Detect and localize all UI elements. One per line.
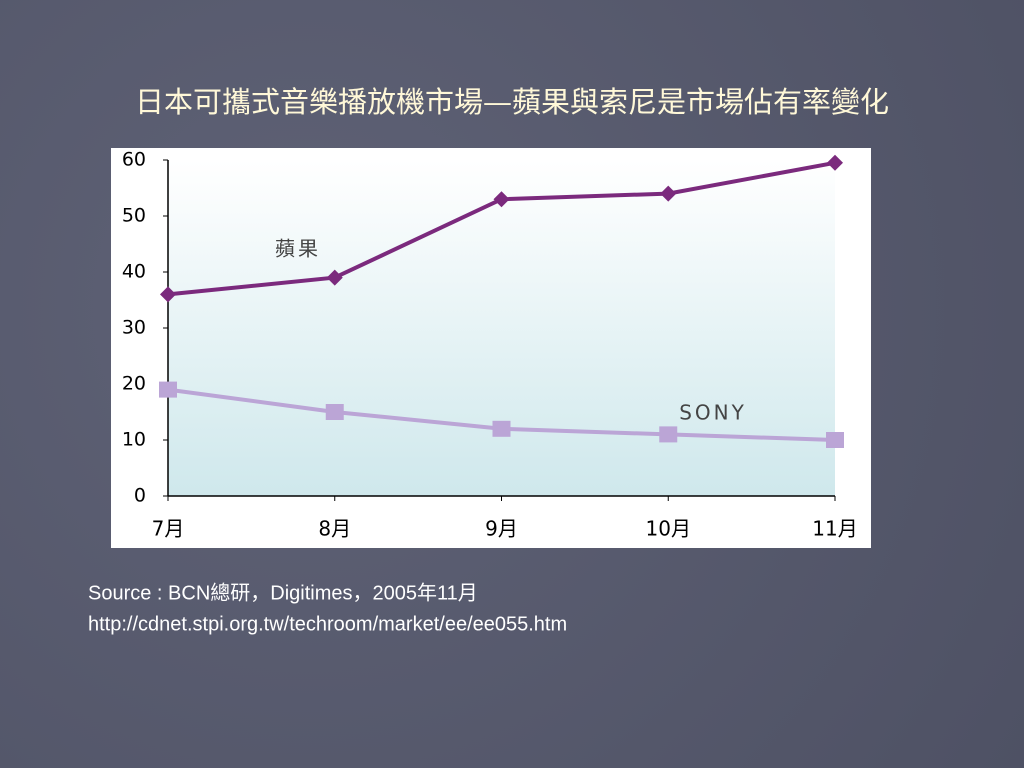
x-tick-label: 10月 xyxy=(646,517,691,541)
marker xyxy=(827,154,843,171)
y-tick-label: 40 xyxy=(122,261,146,283)
source-line: Source : BCN總研，Digitimes，2005年11月 xyxy=(88,581,478,604)
x-tick-label: 9月 xyxy=(485,517,518,541)
x-tick-label: 7月 xyxy=(152,517,185,541)
source-url: http://cdnet.stpi.org.tw/techroom/market… xyxy=(88,613,567,635)
y-tick-label: 60 xyxy=(122,149,146,171)
plot-area xyxy=(168,160,835,496)
marker xyxy=(492,420,511,437)
marker xyxy=(326,269,343,286)
y-tick-label: 50 xyxy=(122,205,146,227)
marker xyxy=(325,404,344,420)
marker xyxy=(159,381,177,398)
marker xyxy=(659,426,678,443)
x-tick-label: 8月 xyxy=(318,517,351,541)
series-label: 蘋果 xyxy=(275,237,321,261)
x-tick-label: 11月 xyxy=(812,517,857,541)
y-tick-label: 10 xyxy=(122,429,146,451)
chart: 0 10 20 30 40 50 60 7月 8月 9月 10月 11月 蘋果 SONY xyxy=(122,149,858,541)
series-label: SONY xyxy=(679,401,747,425)
chart-title: 日本可攜式音樂播放機市場—蘋果與索尼是市場佔有率變化 xyxy=(135,85,889,119)
marker xyxy=(493,191,510,208)
y-tick-label: 30 xyxy=(122,317,146,339)
marker xyxy=(160,286,176,303)
y-tick-label: 20 xyxy=(122,373,146,395)
y-tick-label: 0 xyxy=(134,485,146,507)
marker xyxy=(660,185,677,202)
marker xyxy=(826,432,844,448)
